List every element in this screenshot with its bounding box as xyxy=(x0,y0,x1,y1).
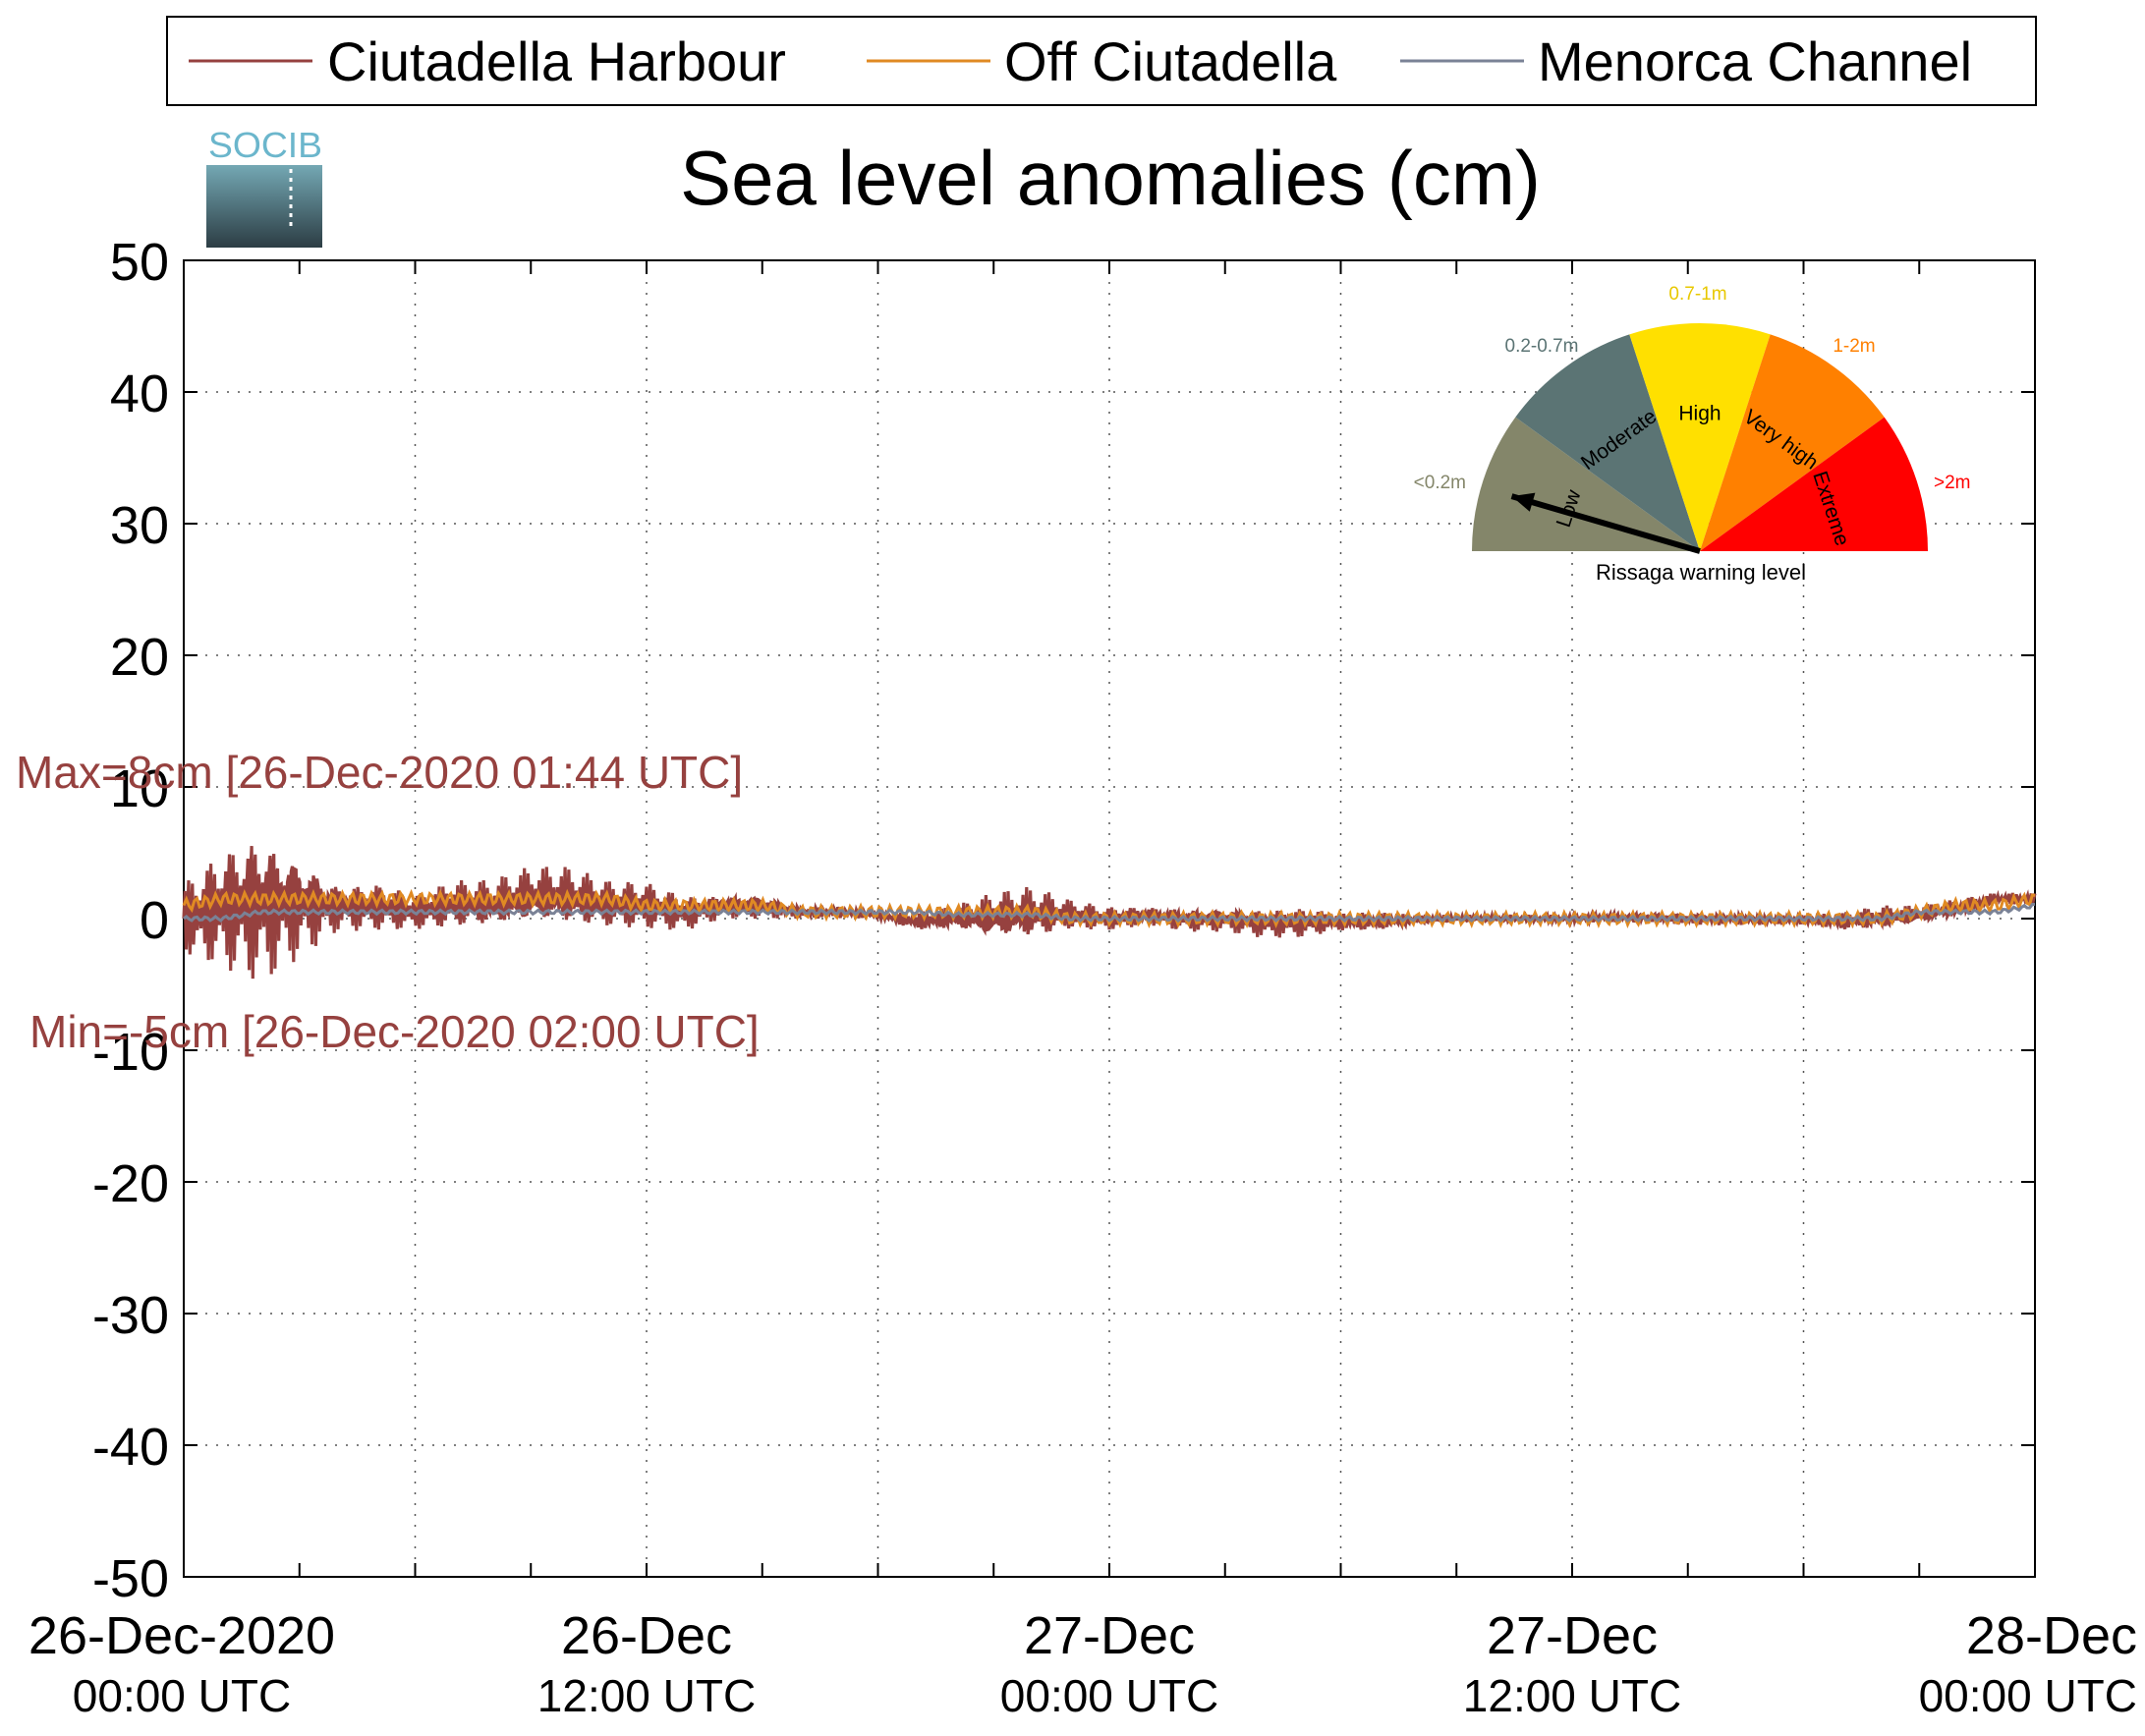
y-tick-label: -10 xyxy=(92,1023,169,1082)
x-tick-label-date: 27-Dec xyxy=(1024,1606,1195,1665)
series-line-off-ciutadella xyxy=(182,888,2036,929)
y-tick-label: -50 xyxy=(92,1549,169,1608)
gauge-range-label: 0.7-1m xyxy=(1668,284,1726,305)
gauge-segment xyxy=(1471,417,1700,551)
y-tick-label: -40 xyxy=(92,1418,169,1477)
socib-logo: SOCIB xyxy=(206,125,322,248)
gauge-needle xyxy=(1510,493,1701,554)
y-tick-label: 20 xyxy=(110,628,169,687)
y-tick-label: 10 xyxy=(110,759,169,818)
y-tick-label: -30 xyxy=(92,1286,169,1345)
x-tick-label-date: 27-Dec xyxy=(1487,1606,1658,1665)
gauge-segment xyxy=(1629,323,1771,551)
x-tick-label-time: 12:00 UTC xyxy=(1463,1670,1681,1721)
logo-text: SOCIB xyxy=(208,125,322,165)
legend-label-off: Off Ciutadella xyxy=(1004,30,1337,92)
gauge-range-label: <0.2m xyxy=(1414,473,1466,493)
legend-box xyxy=(166,16,2037,106)
gauge-level-label: High xyxy=(1678,402,1721,424)
y-tick-label: 30 xyxy=(110,496,169,555)
legend: Ciutadella Harbour Off Ciutadella Menorc… xyxy=(166,16,2037,106)
x-tick-label-date: 26-Dec-2020 xyxy=(28,1606,335,1665)
y-tick-label: -20 xyxy=(92,1154,169,1213)
gauge-needle-head xyxy=(1511,492,1536,512)
gauge-range-label: 1-2m xyxy=(1833,336,1875,357)
y-tick-label: 0 xyxy=(140,891,169,950)
x-tick-label-time: 00:00 UTC xyxy=(1000,1670,1218,1721)
x-tick-label-time: 00:00 UTC xyxy=(73,1670,291,1721)
gauge-segment xyxy=(1700,334,1885,551)
legend-label-channel: Menorca Channel xyxy=(1538,30,1972,92)
y-axis: 50 40 30 20 10 0 -10 -20 -30 -40 -50 xyxy=(92,233,2035,1608)
min-annotation: Min=-5cm [26-Dec-2020 02:00 UTC] xyxy=(29,1006,760,1057)
x-tick-label-time: 00:00 UTC xyxy=(1919,1670,2137,1721)
series-line-menorca-channel xyxy=(183,902,2036,923)
gauge-range-label: >2m xyxy=(1934,473,1971,493)
gauge-segment xyxy=(1700,417,1928,551)
chart-title: Sea level anomalies (cm) xyxy=(680,135,1541,221)
x-tick-label-time: 12:00 UTC xyxy=(537,1670,756,1721)
legend-label-harbour: Ciutadella Harbour xyxy=(327,30,786,92)
x-tick-label-date: 26-Dec xyxy=(561,1606,732,1665)
gauge-segment xyxy=(1515,334,1700,551)
y-tick-label: 40 xyxy=(110,364,169,423)
x-tick-label-date: 28-Dec xyxy=(1966,1606,2137,1665)
series-lines xyxy=(182,846,2037,980)
max-annotation: Max=8cm [26-Dec-2020 01:44 UTC] xyxy=(16,747,743,798)
gauge-range-label: 0.2-0.7m xyxy=(1505,336,1579,357)
gauge-caption: Rissaga warning level xyxy=(1596,560,1806,585)
y-tick-label: 50 xyxy=(110,233,169,292)
